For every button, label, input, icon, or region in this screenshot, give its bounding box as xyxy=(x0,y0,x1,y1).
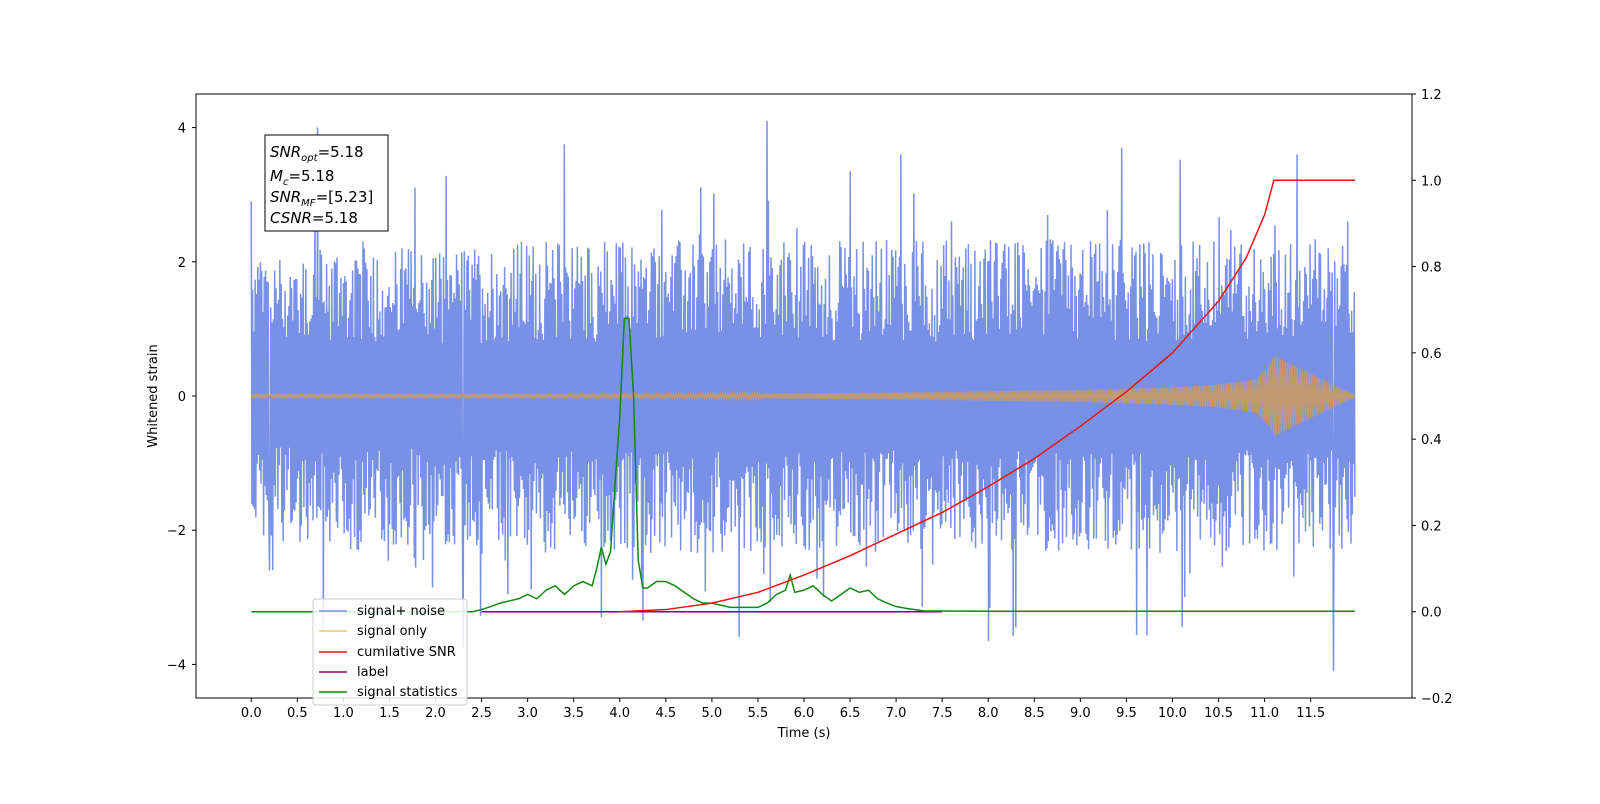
x-tick-label: 1.5 xyxy=(379,706,400,721)
right-y-tick-label: 0.0 xyxy=(1421,606,1442,621)
x-axis-ticks: 0.0 0.5 1.0 1.5 2.0 2.5 3.0 3.5 4.0 4.5 5.0 5.5 6.0 6… xyxy=(241,698,1325,721)
left-y-tick-label: 4 xyxy=(178,122,186,137)
mc-text: Mc=5.18 xyxy=(270,167,334,188)
legend: signal+ noise signal only cumilative SNR… xyxy=(312,598,468,706)
x-tick-label: 9.0 xyxy=(1070,706,1091,721)
right-y-axis-ticks: 1.2 1.0 0.8 0.6 0.4 0.2 0.0 −0.2 xyxy=(1412,88,1453,707)
x-tick-label: 5.5 xyxy=(748,706,769,721)
right-y-tick-label: 0.2 xyxy=(1421,519,1442,534)
x-tick-label: 4.0 xyxy=(609,706,630,721)
legend-box xyxy=(312,598,468,706)
legend-label-cumulative-snr: cumilative SNR xyxy=(357,645,456,660)
right-y-tick-label: 0.4 xyxy=(1421,433,1442,448)
annotation-box xyxy=(264,134,389,232)
x-tick-label: 4.5 xyxy=(655,706,676,721)
x-tick-label: 0.0 xyxy=(241,706,262,721)
x-tick-label: 5.0 xyxy=(702,706,723,721)
x-tick-label: 11.5 xyxy=(1296,706,1325,721)
right-y-tick-label: 0.8 xyxy=(1421,261,1442,276)
csnr-text: CSNR=5.18 xyxy=(270,209,358,227)
signal-statistics-line xyxy=(251,317,1355,613)
left-y-axis-ticks: 4 2 0 −2 −4 xyxy=(167,122,196,673)
x-tick-label: 11.0 xyxy=(1250,706,1279,721)
x-tick-label: 7.5 xyxy=(932,706,953,721)
x-tick-label: 6.0 xyxy=(794,706,815,721)
x-tick-label: 9.5 xyxy=(1116,706,1137,721)
right-y-tick-label: −0.2 xyxy=(1421,692,1453,707)
snr-mf-text: SNRMF=[5.23] xyxy=(270,188,373,209)
right-y-tick-label: 0.6 xyxy=(1421,347,1442,362)
legend-label-signal-only: signal only xyxy=(357,624,427,639)
x-tick-label: 2.5 xyxy=(471,706,492,721)
legend-label-signal-noise: signal+ noise xyxy=(357,604,445,619)
left-y-tick-label: −4 xyxy=(167,658,186,673)
x-tick-label: 10.0 xyxy=(1158,706,1187,721)
cumulative-snr-line xyxy=(619,179,1355,613)
metrics-annotation: SNRopt=5.18 Mc=5.18 SNRMF=[5.23] CSNR=5.… xyxy=(264,134,389,232)
right-y-tick-label: 1.0 xyxy=(1421,174,1442,189)
signal-noise-line xyxy=(250,120,1356,672)
x-tick-label: 7.0 xyxy=(886,706,907,721)
legend-label-signal-statistics: signal statistics xyxy=(357,685,458,700)
x-tick-label: 3.5 xyxy=(563,706,584,721)
plot-data-layer xyxy=(250,120,1356,672)
signal-only-line xyxy=(250,356,1356,437)
x-tick-label: 1.0 xyxy=(333,706,354,721)
x-tick-label: 0.5 xyxy=(287,706,308,721)
y-axis-label: Whitened strain xyxy=(146,344,161,447)
x-axis-label: Time (s) xyxy=(777,726,831,741)
x-tick-label: 3.0 xyxy=(517,706,538,721)
x-tick-label: 8.5 xyxy=(1024,706,1045,721)
legend-label-label: label xyxy=(357,665,388,680)
left-y-tick-label: −2 xyxy=(167,524,186,539)
left-y-tick-label: 2 xyxy=(178,256,186,271)
snr-opt-text: SNRopt=5.18 xyxy=(270,143,364,164)
x-tick-label: 6.5 xyxy=(840,706,861,721)
x-tick-label: 2.0 xyxy=(425,706,446,721)
right-y-tick-label: 1.2 xyxy=(1421,88,1442,103)
left-y-tick-label: 0 xyxy=(178,390,186,405)
x-tick-label: 10.5 xyxy=(1204,706,1233,721)
x-tick-label: 8.0 xyxy=(978,706,999,721)
